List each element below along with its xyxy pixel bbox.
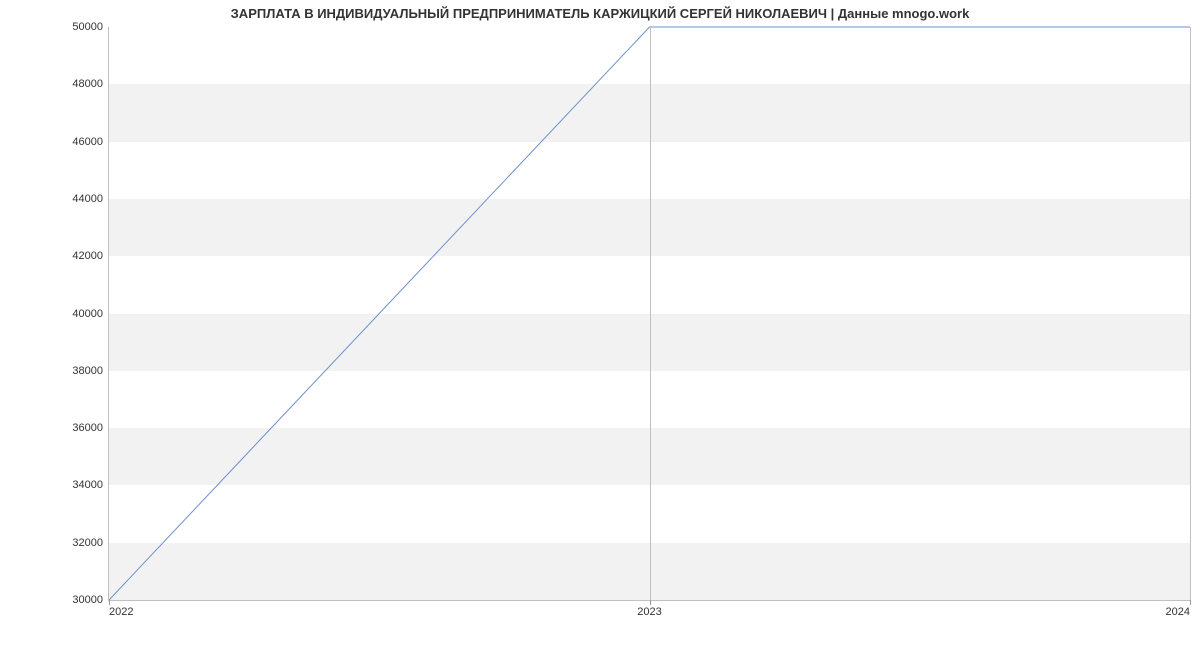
y-tick-label: 40000 [72, 308, 103, 320]
y-tick-label: 32000 [72, 537, 103, 549]
x-gridline [1190, 27, 1191, 600]
y-tick-label: 44000 [72, 193, 103, 205]
y-tick-label: 30000 [72, 594, 103, 606]
y-tick-label: 38000 [72, 365, 103, 377]
y-tick-label: 50000 [72, 21, 103, 33]
x-gridline [650, 27, 651, 600]
x-tick-mark [650, 600, 651, 605]
y-tick-label: 34000 [72, 479, 103, 491]
x-tick-label: 2022 [109, 606, 133, 618]
y-tick-label: 36000 [72, 422, 103, 434]
salary-line-chart: ЗАРПЛАТА В ИНДИВИДУАЛЬНЫЙ ПРЕДПРИНИМАТЕЛ… [0, 0, 1200, 650]
x-tick-mark [109, 600, 110, 605]
y-tick-label: 48000 [72, 78, 103, 90]
y-tick-label: 46000 [72, 136, 103, 148]
chart-title: ЗАРПЛАТА В ИНДИВИДУАЛЬНЫЙ ПРЕДПРИНИМАТЕЛ… [0, 6, 1200, 21]
x-tick-mark [1190, 600, 1191, 605]
x-tick-label: 2023 [637, 606, 661, 618]
y-tick-label: 42000 [72, 250, 103, 262]
plot-area: 3000032000340003600038000400004200044000… [108, 27, 1190, 601]
x-tick-label: 2024 [1166, 606, 1190, 618]
